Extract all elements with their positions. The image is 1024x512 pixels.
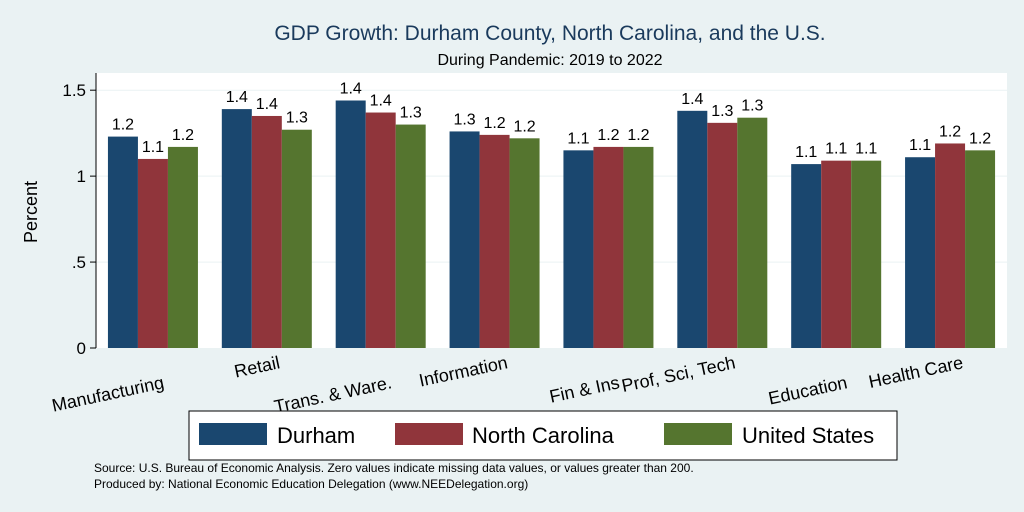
legend-label-north-carolina: North Carolina (472, 423, 615, 448)
data-label: 1.1 (825, 141, 847, 158)
data-label: 1.2 (483, 115, 505, 132)
data-label: 1.1 (142, 139, 164, 156)
bar (281, 129, 312, 348)
data-label: 1.2 (597, 127, 619, 144)
legend-swatch-united-states (664, 423, 732, 445)
data-label: 1.3 (711, 103, 733, 120)
bar (137, 158, 168, 348)
bar (509, 138, 540, 348)
data-label: 1.2 (172, 127, 194, 144)
y-tick-label: 1.5 (62, 81, 86, 100)
data-label: 1.3 (286, 110, 308, 127)
y-tick-label: .5 (72, 253, 86, 272)
bar (821, 160, 852, 348)
bar (905, 157, 936, 348)
data-label: 1.2 (627, 127, 649, 144)
data-label: 1.2 (513, 118, 535, 135)
bar (623, 146, 654, 348)
bar (335, 100, 366, 348)
bar (107, 136, 138, 348)
producer-note: Produced by: National Economic Education… (94, 477, 528, 491)
y-tick-label: 0 (77, 339, 86, 358)
bar (935, 143, 966, 348)
data-label: 1.4 (256, 96, 278, 113)
source-note: Source: U.S. Bureau of Economic Analysis… (94, 461, 694, 475)
x-tick-label: Retail (232, 352, 281, 381)
legend-swatch-north-carolina (395, 423, 463, 445)
legend: Durham North Carolina United States (188, 410, 898, 461)
bar (365, 112, 396, 348)
data-label: 1.2 (939, 123, 961, 140)
bar (737, 117, 768, 348)
bar (677, 110, 708, 348)
x-tick-label: Trans. & Ware. (272, 372, 393, 416)
x-tick-label: Health Care (867, 352, 965, 392)
data-label: 1.4 (370, 93, 392, 110)
bar (593, 146, 624, 348)
data-labels: 1.2 1.1 1.2 1.4 1.4 1.3 1.4 1.4 1.3 1.3 1.2 1.2 1.1 1… (112, 81, 991, 162)
data-label: 1.4 (681, 91, 703, 108)
chart-title: GDP Growth: Durham County, North Carolin… (274, 22, 825, 45)
x-tick-label: Manufacturing (50, 372, 166, 415)
bar (965, 150, 996, 348)
x-tick-label: Prof, Sci, Tech (620, 352, 737, 396)
legend-swatch-durham (199, 423, 267, 445)
bar (563, 150, 594, 348)
data-label: 1.4 (226, 89, 248, 106)
legend-box (188, 410, 898, 461)
data-label: 1.1 (855, 141, 877, 158)
data-label: 1.1 (567, 130, 589, 147)
legend-label-united-states: United States (742, 423, 874, 448)
data-label: 1.4 (340, 81, 362, 98)
x-tick-label: Fin & Ins (548, 372, 622, 406)
data-label: 1.2 (969, 130, 991, 147)
bar (851, 160, 882, 348)
bar (449, 131, 480, 348)
bar (395, 124, 426, 348)
data-label: 1.1 (909, 137, 931, 154)
y-axis-label: Percent (21, 181, 41, 243)
data-label: 1.3 (741, 98, 763, 115)
bars (107, 100, 996, 348)
data-label: 1.1 (795, 144, 817, 161)
chart-subtitle: During Pandemic: 2019 to 2022 (437, 52, 662, 69)
bar (221, 109, 252, 348)
legend-label-durham: Durham (277, 423, 355, 448)
data-label: 1.3 (400, 105, 422, 122)
x-tick-label: Information (417, 352, 509, 390)
y-axis: 0 .5 1 1.5 (62, 73, 97, 358)
data-label: 1.3 (453, 111, 475, 128)
x-tick-label: Education (767, 372, 849, 408)
bar (479, 134, 510, 348)
bar (251, 115, 282, 348)
bar (791, 164, 822, 348)
bar (707, 122, 738, 348)
y-tick-label: 1 (77, 167, 86, 186)
data-label: 1.2 (112, 117, 134, 134)
bar (167, 146, 198, 348)
